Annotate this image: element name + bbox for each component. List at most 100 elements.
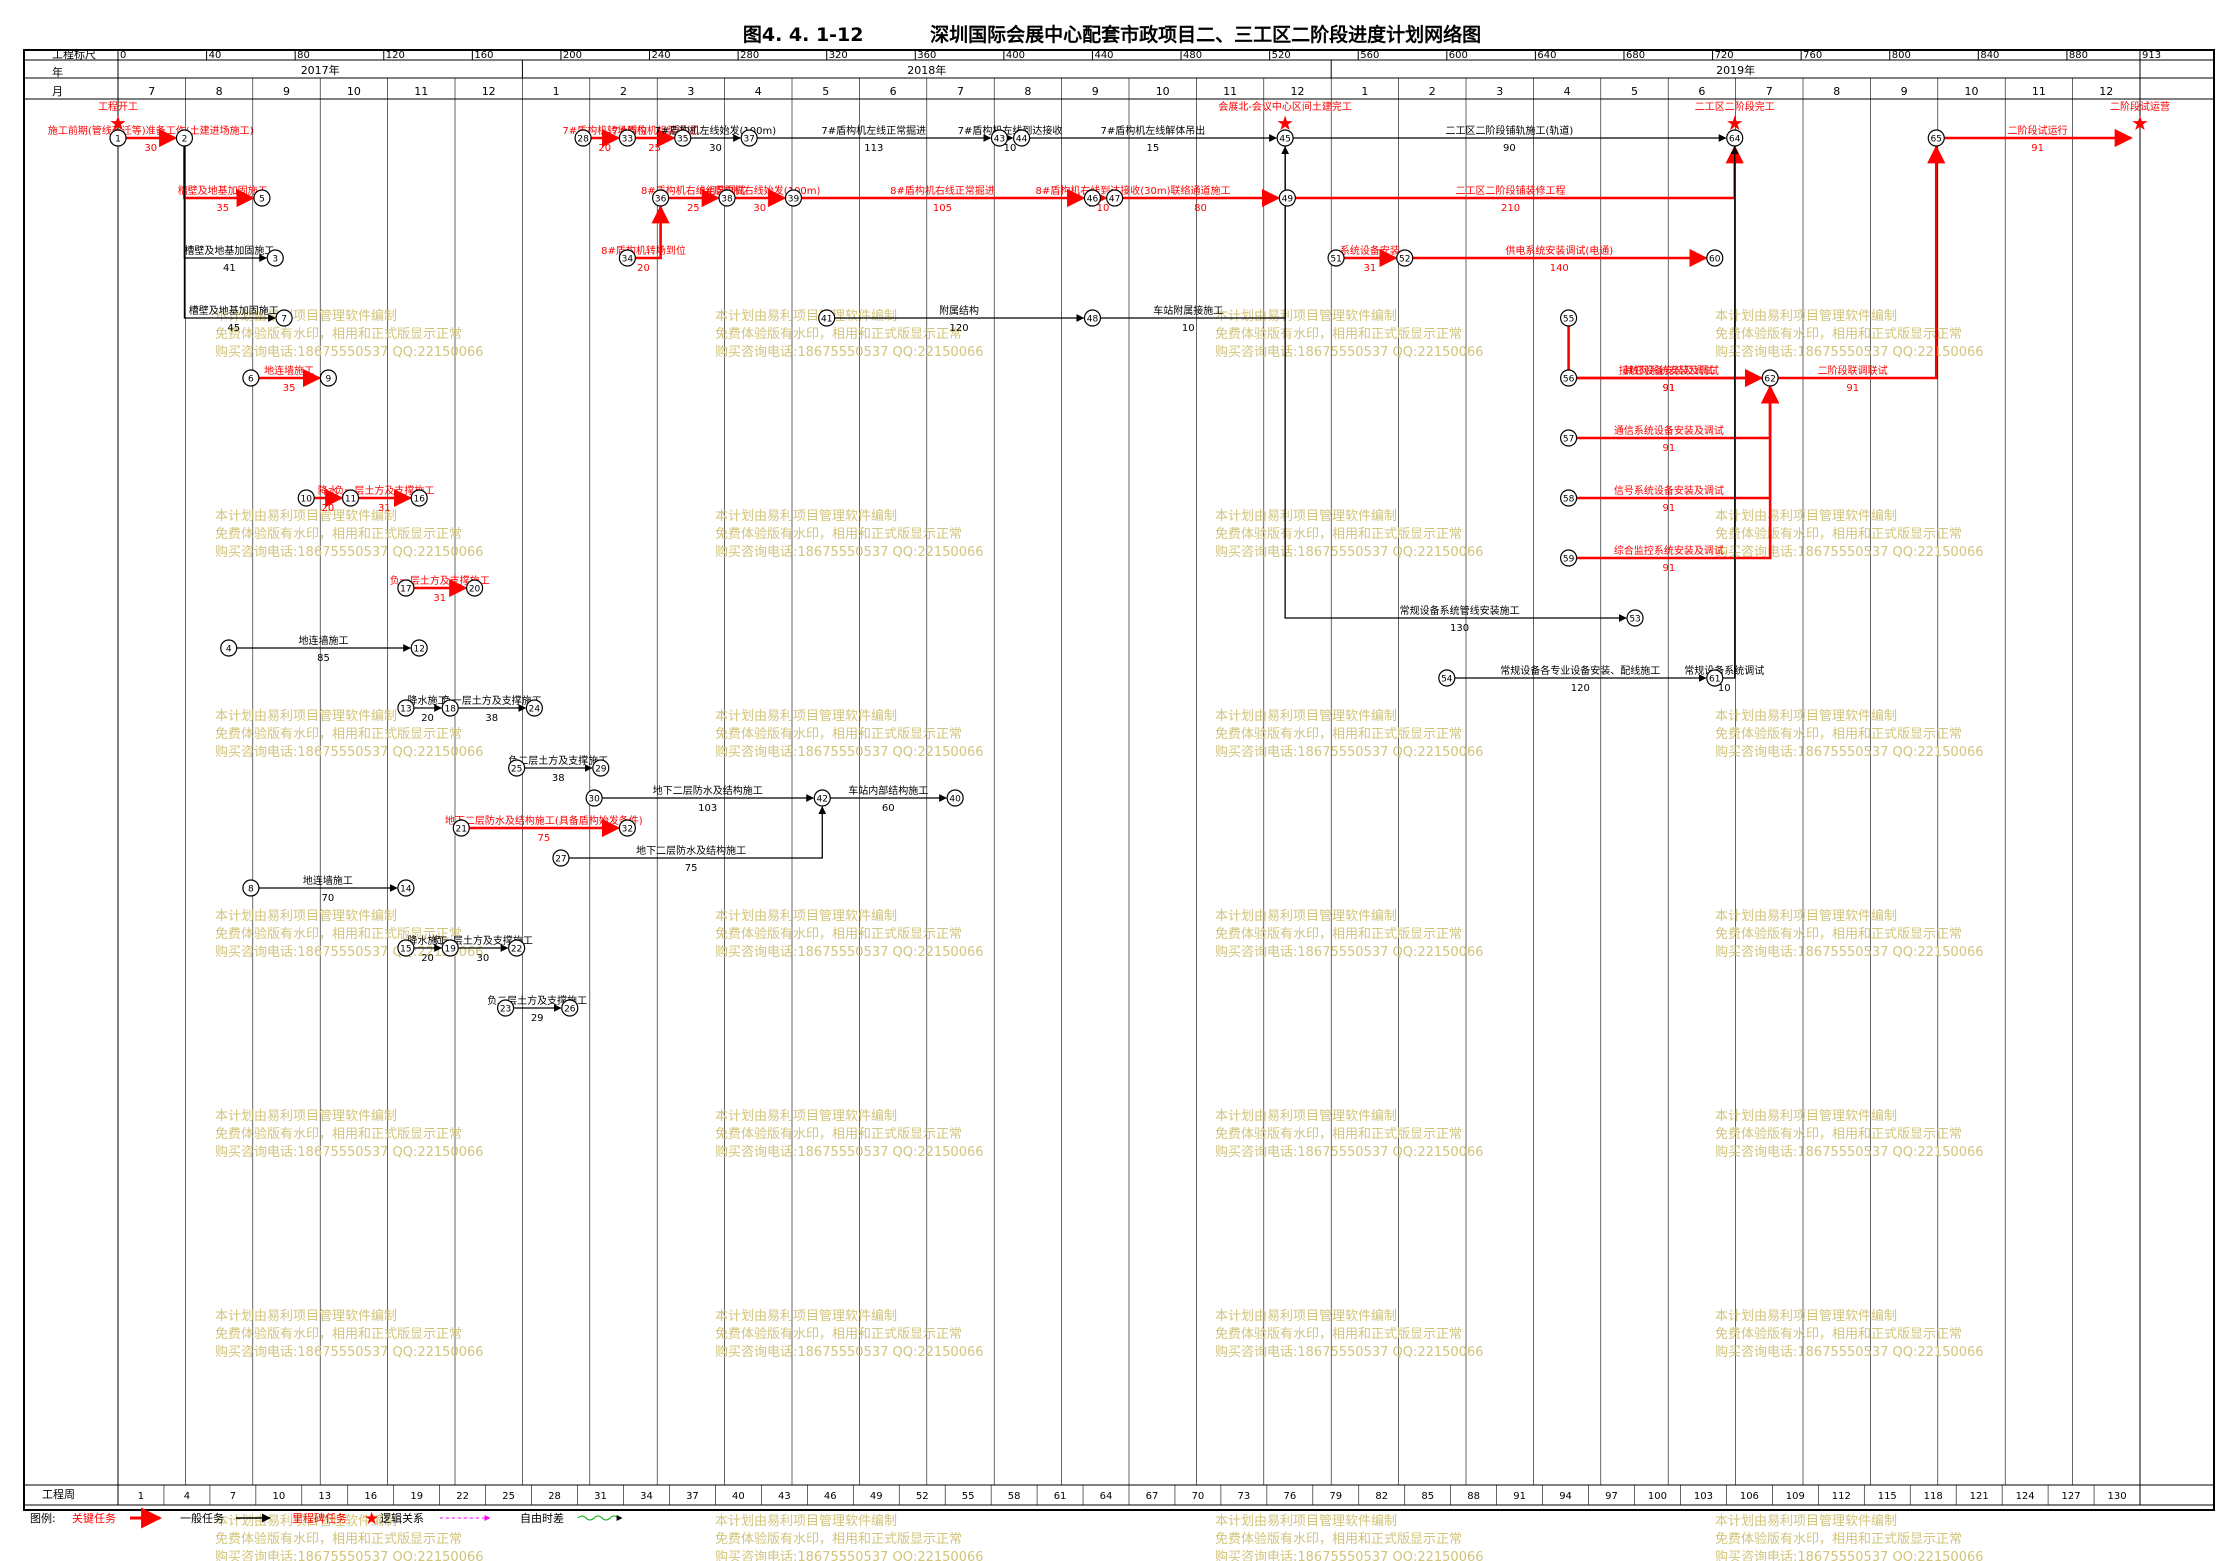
node-label: 30	[588, 795, 600, 805]
month-label-text: 4	[1564, 85, 1571, 98]
task-name: 8#盾构机右线到达接收(30m)	[1036, 184, 1171, 197]
watermark-text: 免费体验版有水印，相用和正式版显示正常	[1215, 326, 1462, 342]
node-label: 19	[444, 945, 456, 955]
task-duration: 10	[1718, 683, 1731, 694]
node-label: 47	[1109, 195, 1120, 205]
task-name: 常规设备系统管线安装施工	[1400, 604, 1520, 617]
task-arrow	[183, 146, 268, 262]
task-duration: 20	[322, 503, 335, 514]
scale-tick-label: 80	[297, 50, 310, 61]
watermark-text: 免费体验版有水印，相用和正式版显示正常	[1715, 326, 1962, 342]
node-circle	[1012, 129, 1031, 147]
task-duration: 130	[1450, 623, 1469, 634]
task-name: 降水	[318, 484, 338, 497]
scale-label: 工程标尺	[52, 47, 96, 61]
week-label-text: 25	[502, 1491, 515, 1502]
watermark-text: 免费体验版有水印，相用和正式版显示正常	[215, 926, 462, 942]
watermark-text: 购买咨询电话:18675550537 QQ:22150066	[715, 1549, 984, 1561]
week-label-text: 127	[2062, 1491, 2081, 1502]
week-label-text: 70	[1192, 1491, 1205, 1502]
task-duration: 91	[1663, 383, 1676, 394]
task-name: 系统设备安装	[1340, 244, 1400, 257]
node-label: 9	[326, 375, 332, 385]
watermark-text: 免费体验版有水印，相用和正式版显示正常	[715, 1326, 962, 1342]
scale-tick-label: 520	[1272, 50, 1291, 61]
watermark-text: 购买咨询电话:18675550537 QQ:22150066	[1215, 1344, 1484, 1360]
node-circle	[990, 129, 1009, 147]
month-label-text: 8	[1024, 85, 1031, 98]
week-label-text: 82	[1375, 1491, 1388, 1502]
node-circle	[397, 939, 415, 957]
watermark-text: 本计划由易利项目管理软件编制	[715, 509, 897, 524]
node-label: 28	[577, 135, 589, 145]
node-label: 36	[655, 195, 667, 205]
week-label-text: 28	[548, 1491, 561, 1502]
watermark-text: 购买咨询电话:18675550537 QQ:22150066	[1715, 1344, 1984, 1360]
node-circle	[1278, 189, 1296, 207]
task-duration: 25	[648, 143, 661, 154]
node-circle	[1560, 309, 1578, 327]
node-circle	[275, 309, 293, 327]
month-label-text: 9	[1901, 85, 1908, 98]
task-name: 二工区二阶段铺装修工程	[1456, 184, 1566, 197]
week-label-text: 34	[640, 1491, 653, 1502]
milestone-star: ★	[1726, 111, 1744, 135]
node-circle	[242, 879, 260, 897]
watermark-text: 购买咨询电话:18675550537 QQ:22150066	[1715, 344, 1984, 360]
task-name: 常规设备各专业设备安装、配线施工	[1500, 664, 1660, 677]
milestones: ★工程开工★会展北-会议中心区间土建完工★二工区二阶段完工★二阶段试运营	[98, 100, 2170, 135]
year-label-text: 2019年	[1716, 63, 1755, 77]
node-circle	[561, 999, 579, 1017]
week-label-text: 1	[138, 1491, 144, 1502]
scale-tick-label: 160	[474, 50, 493, 61]
node-circle	[341, 489, 360, 507]
node-label: 61	[1709, 675, 1720, 685]
node-label: 55	[1563, 315, 1574, 325]
watermark-text: 免费体验版有水印，相用和正式版显示正常	[715, 726, 962, 742]
week-row: 工程周 1 4 7 10 13 16 19 22 25 28 31 34 37 40 43 46 49 52 55 5…	[42, 1485, 2127, 1505]
task-name: 常规设备系统调试	[1684, 664, 1764, 677]
week-label-text: 58	[1008, 1491, 1021, 1502]
watermark-text: 购买咨询电话:18675550537 QQ:22150066	[1715, 1549, 1984, 1561]
task-name: 附属结构	[939, 304, 979, 317]
task-name: 负一层土方及支撑施工	[334, 484, 434, 497]
scale-tick-label: 320	[829, 50, 848, 61]
month-label-text: 2	[620, 85, 627, 98]
scale-tick-label: 840	[1980, 50, 1999, 61]
task-duration: 30	[753, 203, 766, 214]
task-duration: 91	[2031, 143, 2044, 154]
node-label: 24	[529, 705, 541, 715]
task-duration: 20	[421, 953, 434, 964]
task-duration: 120	[950, 323, 969, 334]
watermark-text: 购买咨询电话:18675550537 QQ:22150066	[215, 1144, 484, 1160]
week-label-text: 124	[2016, 1491, 2035, 1502]
node-label: 38	[721, 195, 733, 205]
node-label: 29	[595, 765, 607, 775]
watermark-text: 免费体验版有水印，相用和正式版显示正常	[715, 326, 962, 342]
week-label-text: 112	[1832, 1491, 1851, 1502]
month-row: 月 7 8 9 10 11 12 1 2 3 4 5 6 7 8 9 10 11 12 1 2 3 4 5 6 7 8 9 10 11 1…	[52, 85, 2113, 98]
node-circle	[266, 249, 284, 267]
watermark-text: 本计划由易利项目管理软件编制	[715, 1309, 897, 1324]
node-label: 4	[226, 645, 232, 655]
task-duration: 10	[1004, 143, 1017, 154]
month-label-text: 5	[822, 85, 829, 98]
task-name: 负一层土方及支撑施工	[433, 934, 533, 947]
node-label: 48	[1087, 315, 1099, 325]
scale-tick-label: 40	[209, 50, 222, 61]
watermark-text: 购买咨询电话:18675550537 QQ:22150066	[1715, 1144, 1984, 1160]
task-duration: 10	[1182, 323, 1195, 334]
watermark-text: 免费体验版有水印，相用和正式版显示正常	[1715, 1126, 1962, 1142]
watermark-text: 本计划由易利项目管理软件编制	[715, 1514, 897, 1529]
watermark-text: 本计划由易利项目管理软件编制	[215, 1109, 397, 1124]
task-duration: 31	[378, 503, 391, 514]
node-circle	[1396, 249, 1414, 267]
node-circle	[1626, 609, 1644, 627]
week-label-text: 31	[594, 1491, 607, 1502]
month-label-text: 8	[1833, 85, 1840, 98]
node-circle	[496, 999, 515, 1017]
watermark-text: 免费体验版有水印，相用和正式版显示正常	[1715, 1531, 1962, 1547]
task-name: 7#盾构机左线到达接收	[958, 124, 1063, 137]
watermark-text: 免费体验版有水印，相用和正式版显示正常	[215, 326, 462, 342]
chart-title: 图4. 4. 1-12 深圳国际会展中心配套市政项目二、三工区二阶段进度计划网络…	[0, 20, 2224, 47]
